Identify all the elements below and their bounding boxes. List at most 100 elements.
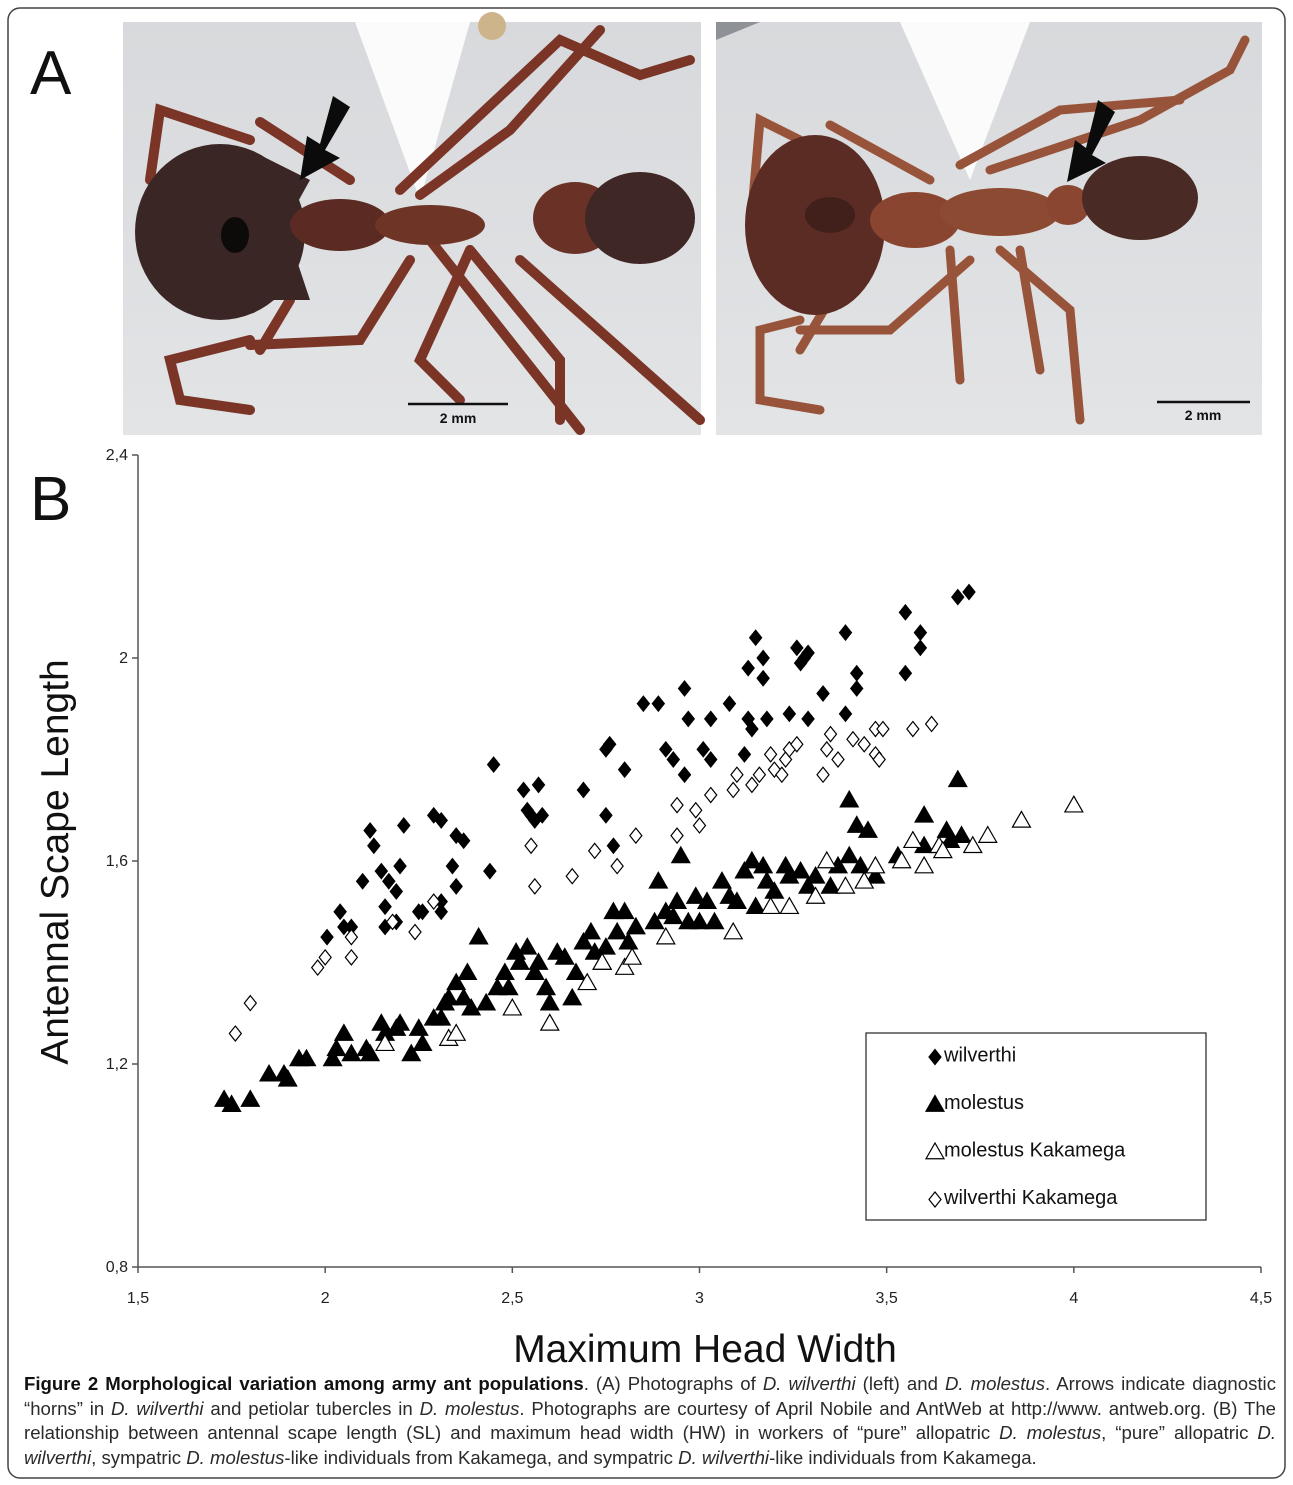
caption-text: and petiolar tubercles in (204, 1398, 420, 1419)
point (229, 1026, 241, 1041)
caption-text: , sympatric (91, 1447, 186, 1468)
point (938, 822, 956, 838)
point (818, 852, 836, 868)
point (567, 964, 585, 980)
point (589, 843, 601, 858)
caption-text: Figure 2 Morphological variation among a… (24, 1373, 584, 1394)
point (952, 590, 964, 605)
point (1012, 811, 1030, 827)
caption-text: D. molestus (186, 1447, 284, 1468)
caption-text: D. wilverthi (763, 1373, 856, 1394)
point (597, 938, 615, 954)
x-tick-label: 1,5 (127, 1290, 149, 1307)
point (851, 681, 863, 696)
point (667, 752, 679, 767)
point (742, 661, 754, 676)
point (312, 960, 324, 975)
point (682, 711, 694, 726)
point (529, 879, 541, 894)
point (364, 823, 376, 838)
x-tick-label: 2 (321, 1290, 330, 1307)
y-tick-label: 1,2 (106, 1056, 128, 1073)
point (705, 752, 717, 767)
point (765, 747, 777, 762)
point (435, 904, 447, 919)
photo-molestus (716, 22, 1262, 435)
point (470, 928, 488, 944)
scale-bar-label: 2 mm (1185, 407, 1222, 423)
point (379, 899, 391, 914)
point (577, 782, 589, 797)
point (705, 913, 723, 929)
point (600, 808, 612, 823)
caption-text: D. wilverthi (111, 1398, 204, 1419)
point (858, 737, 870, 752)
point (777, 857, 795, 873)
point (335, 1025, 353, 1041)
point (747, 898, 765, 914)
point (458, 964, 476, 980)
point (750, 630, 762, 645)
point (679, 681, 691, 696)
point (518, 938, 536, 954)
point (727, 782, 739, 797)
legend-label: wilverthi (943, 1044, 1016, 1066)
point (840, 791, 858, 807)
point (914, 640, 926, 655)
point (963, 585, 975, 600)
caption-text: D. molestus (945, 1373, 1045, 1394)
point (802, 711, 814, 726)
point (327, 1040, 345, 1056)
point (488, 757, 500, 772)
point (724, 923, 742, 939)
point (260, 1065, 278, 1081)
point (679, 767, 691, 782)
point (660, 742, 672, 757)
point (619, 762, 631, 777)
figure: 2 mm 2 mm A B Maximum Head Width Antenna… (0, 0, 1293, 1485)
point (753, 767, 765, 782)
point (761, 711, 773, 726)
legend-label: molestus Kakamega (944, 1139, 1126, 1161)
caption-text: D. molestus (999, 1422, 1101, 1443)
point (840, 847, 858, 863)
point (762, 898, 780, 914)
point (503, 999, 521, 1015)
point (484, 864, 496, 879)
point (477, 994, 495, 1010)
point (807, 867, 825, 883)
y-tick-label: 1,6 (106, 853, 128, 870)
point (877, 722, 889, 737)
legend-label: molestus (944, 1092, 1024, 1114)
point (705, 711, 717, 726)
point (525, 838, 537, 853)
point (713, 872, 731, 888)
point (839, 625, 851, 640)
point (345, 950, 357, 965)
point (817, 686, 829, 701)
point (851, 666, 863, 681)
point (541, 994, 559, 1010)
point (496, 964, 514, 980)
caption-text: . (A) Photographs of (584, 1373, 763, 1394)
point (821, 742, 833, 757)
scale-bar-label: 2 mm (440, 410, 477, 426)
caption: Figure 2 Morphological variation among a… (24, 1372, 1276, 1470)
point (321, 930, 333, 945)
point (440, 989, 458, 1005)
point (671, 798, 683, 813)
point (839, 706, 851, 721)
point (342, 1045, 360, 1061)
point (319, 950, 331, 965)
point (907, 722, 919, 737)
page: {"panel_labels": ["A", "B"], "scale_bars… (0, 0, 1293, 1485)
x-tick-label: 3 (695, 1290, 704, 1307)
point (792, 862, 810, 878)
point (822, 877, 840, 893)
point (608, 923, 626, 939)
point (671, 828, 683, 843)
point (372, 1014, 390, 1030)
point (757, 651, 769, 666)
point (690, 803, 702, 818)
point (847, 732, 859, 747)
